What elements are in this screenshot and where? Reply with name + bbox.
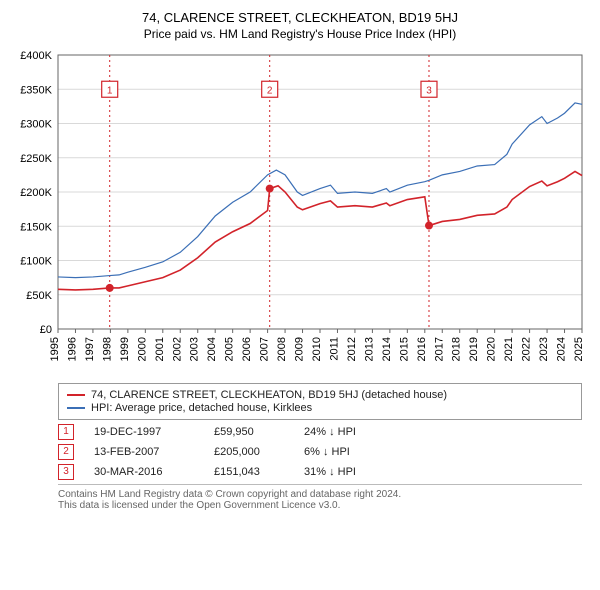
line-chart: £0 £50K £100K £150K £200K £250K £300K £350K £400… xyxy=(8,47,592,377)
svg-text:2016: 2016 xyxy=(416,337,428,361)
svg-text:£100K: £100K xyxy=(20,256,52,268)
table-row: 1 19-DEC-1997 £59,950 24% ↓ HPI xyxy=(58,424,582,440)
legend-label: 74, CLARENCE STREET, CLECKHEATON, BD19 5… xyxy=(91,389,447,401)
svg-text:1999: 1999 xyxy=(119,337,131,361)
tx-price: £205,000 xyxy=(214,446,284,458)
legend-item: 74, CLARENCE STREET, CLECKHEATON, BD19 5… xyxy=(67,389,573,401)
chart-area: £0 £50K £100K £150K £200K £250K £300K £350K £400… xyxy=(8,47,592,377)
svg-text:2020: 2020 xyxy=(486,337,498,361)
legend-item: HPI: Average price, detached house, Kirk… xyxy=(67,402,573,414)
legend-label: HPI: Average price, detached house, Kirk… xyxy=(91,402,312,414)
svg-text:£50K: £50K xyxy=(26,290,52,302)
svg-text:2013: 2013 xyxy=(363,337,375,361)
svg-text:2024: 2024 xyxy=(556,337,568,361)
svg-text:2000: 2000 xyxy=(136,337,148,361)
svg-text:2: 2 xyxy=(267,85,273,96)
svg-text:2018: 2018 xyxy=(451,337,463,361)
tx-date: 19-DEC-1997 xyxy=(94,426,194,438)
svg-text:2007: 2007 xyxy=(259,337,271,361)
footnote-line: Contains HM Land Registry data © Crown c… xyxy=(58,489,582,500)
tx-date: 13-FEB-2007 xyxy=(94,446,194,458)
svg-text:1: 1 xyxy=(107,85,113,96)
svg-text:2008: 2008 xyxy=(276,337,288,361)
tx-diff: 31% ↓ HPI xyxy=(304,466,394,478)
svg-text:£150K: £150K xyxy=(20,221,52,233)
svg-text:2015: 2015 xyxy=(398,337,410,361)
svg-text:2023: 2023 xyxy=(538,337,550,361)
svg-text:1996: 1996 xyxy=(66,337,78,361)
tx-price: £151,043 xyxy=(214,466,284,478)
chart-subtitle: Price paid vs. HM Land Registry's House … xyxy=(8,27,592,41)
chart-title: 74, CLARENCE STREET, CLECKHEATON, BD19 5… xyxy=(8,10,592,25)
svg-text:2011: 2011 xyxy=(328,337,340,361)
tx-diff: 6% ↓ HPI xyxy=(304,446,394,458)
tx-marker: 1 xyxy=(58,424,74,440)
table-row: 3 30-MAR-2016 £151,043 31% ↓ HPI xyxy=(58,464,582,480)
tx-diff: 24% ↓ HPI xyxy=(304,426,394,438)
svg-text:£350K: £350K xyxy=(20,84,52,96)
svg-text:2021: 2021 xyxy=(503,337,515,361)
svg-text:2005: 2005 xyxy=(224,337,236,361)
svg-text:2025: 2025 xyxy=(573,337,585,361)
svg-text:2014: 2014 xyxy=(381,337,393,361)
legend-swatch xyxy=(67,407,85,409)
footnote: Contains HM Land Registry data © Crown c… xyxy=(58,484,582,511)
svg-text:1997: 1997 xyxy=(84,337,96,361)
svg-text:2009: 2009 xyxy=(294,337,306,361)
transactions-table: 1 19-DEC-1997 £59,950 24% ↓ HPI 2 13-FEB… xyxy=(58,424,582,480)
svg-text:1998: 1998 xyxy=(101,337,113,361)
svg-text:£400K: £400K xyxy=(20,50,52,62)
svg-text:2006: 2006 xyxy=(241,337,253,361)
tx-marker: 2 xyxy=(58,444,74,460)
tx-price: £59,950 xyxy=(214,426,284,438)
svg-text:1995: 1995 xyxy=(49,337,61,361)
svg-text:2010: 2010 xyxy=(311,337,323,361)
footnote-line: This data is licensed under the Open Gov… xyxy=(58,500,582,511)
svg-text:£200K: £200K xyxy=(20,187,52,199)
legend: 74, CLARENCE STREET, CLECKHEATON, BD19 5… xyxy=(58,383,582,420)
svg-text:£250K: £250K xyxy=(20,153,52,165)
svg-text:2019: 2019 xyxy=(468,337,480,361)
svg-text:2004: 2004 xyxy=(206,337,218,361)
tx-marker: 3 xyxy=(58,464,74,480)
svg-text:2017: 2017 xyxy=(433,337,445,361)
legend-swatch xyxy=(67,394,85,396)
tx-date: 30-MAR-2016 xyxy=(94,466,194,478)
svg-text:2003: 2003 xyxy=(189,337,201,361)
svg-text:2022: 2022 xyxy=(521,337,533,361)
svg-text:3: 3 xyxy=(426,85,432,96)
svg-text:2002: 2002 xyxy=(171,337,183,361)
svg-text:2001: 2001 xyxy=(154,337,166,361)
table-row: 2 13-FEB-2007 £205,000 6% ↓ HPI xyxy=(58,444,582,460)
svg-text:£300K: £300K xyxy=(20,119,52,131)
svg-text:2012: 2012 xyxy=(346,337,358,361)
svg-text:£0: £0 xyxy=(40,324,52,336)
